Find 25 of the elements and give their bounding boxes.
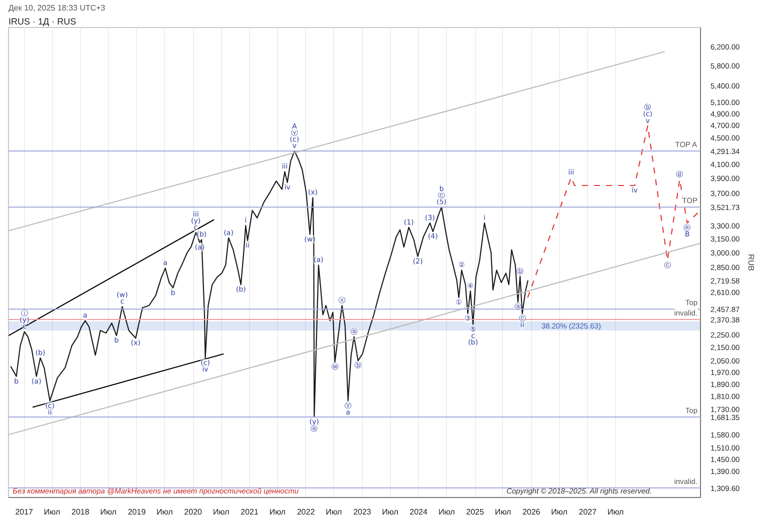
- x-tick-label: 2017: [15, 508, 34, 516]
- x-tick-label: Июл: [438, 508, 456, 516]
- x-tick-label: 2024: [410, 508, 428, 516]
- x-tick-label: 2021: [240, 508, 260, 516]
- x-tick-label: 2020: [184, 508, 203, 516]
- x-tick-label: Июл: [382, 508, 399, 516]
- chart-title: IRUS · 1Д · RUS: [8, 16, 76, 26]
- x-tick-label: Июл: [494, 508, 512, 516]
- x-tick-label: 2018: [72, 508, 90, 516]
- y-axis-title: RUB: [746, 254, 756, 271]
- x-tick-label: 2027: [578, 508, 598, 516]
- x-tick-label: Июл: [269, 508, 286, 516]
- x-tick-label: Июл: [213, 508, 230, 516]
- x-tick-label: Июл: [551, 508, 568, 516]
- chart-subtitle: Дек 10, 2025 18:33 UTC+3: [8, 4, 106, 12]
- x-tick-label: Июл: [608, 508, 624, 516]
- x-tick-label: Июл: [44, 508, 60, 516]
- x-tick-label: Июл: [326, 508, 342, 516]
- x-tick-label: 2019: [128, 508, 146, 516]
- x-tick-label: 2023: [353, 508, 372, 516]
- x-tick-label: 2026: [522, 508, 541, 516]
- x-tick-label: 2025: [466, 508, 484, 516]
- x-tick-label: Июл: [156, 508, 174, 516]
- x-tick-label: Июл: [100, 508, 117, 516]
- x-tick-label: 2022: [296, 508, 316, 516]
